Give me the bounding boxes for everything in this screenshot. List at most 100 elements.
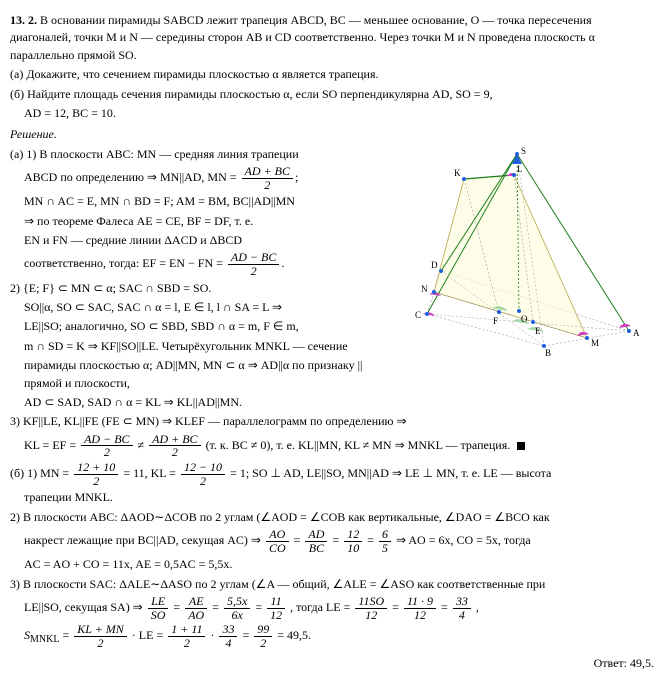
problem-b: (б) Найдите площадь сечения пирамиды пло… — [10, 86, 654, 103]
den: 12 — [404, 609, 436, 622]
b2-l3: AC = AO + CO = 11x, AE = 0,5AC = 5,5x. — [24, 556, 654, 573]
frac: 5,5x6x — [222, 595, 252, 621]
a3-l1: 3) KF||LE, KL||FE (FE ⊂ MN) ⇒ KLEF — пар… — [10, 413, 654, 430]
svg-text:M: M — [591, 338, 599, 348]
txt: , тогда LE = — [290, 600, 353, 614]
den: 2 — [74, 475, 118, 488]
frac: AOCO — [264, 528, 291, 554]
frac: KL + MN2 — [72, 623, 129, 649]
svg-text:A: A — [633, 328, 640, 338]
den: 5 — [379, 542, 391, 555]
txt: = — [332, 533, 342, 547]
den: 2 — [254, 637, 272, 650]
problem-a: (а) Докажите, что сечением пирамиды плос… — [10, 66, 654, 83]
txt: = — [367, 533, 377, 547]
answer: Ответ: 49,5. — [10, 655, 654, 672]
solution-header: Решение. — [10, 126, 654, 143]
problem-statement: 13. 2. В основании пирамиды SABCD лежит … — [10, 12, 654, 64]
txt: = 49,5. — [277, 628, 311, 642]
txt: (б) 1) MN = — [10, 466, 72, 480]
frac: AD − BC2 — [226, 251, 281, 277]
den: 2 — [181, 475, 225, 488]
b4: SMNKL = KL + MN2 · LE = 1 + 112 · 334 = … — [24, 623, 654, 649]
txt: = 1; SO ⊥ AD, LE||SO, MN||AD ⇒ LE ⊥ MN, … — [230, 466, 551, 480]
den: 4 — [219, 637, 237, 650]
frac: 1112 — [265, 595, 287, 621]
den: 12 — [355, 609, 387, 622]
num: 11SO — [355, 595, 387, 609]
den: 2 — [242, 179, 293, 192]
txt: , — [476, 600, 479, 614]
txt: LE||SO, секущая SA) ⇒ — [24, 600, 146, 614]
num: AD + BC — [149, 433, 200, 447]
sub: MNKL — [30, 634, 59, 645]
frac: 1 + 112 — [166, 623, 207, 649]
num: AE — [185, 595, 207, 609]
den: 6x — [224, 609, 250, 622]
b2-l1: 2) В плоскости ABC: ΔAOD∼ΔCOB по 2 углам… — [10, 509, 654, 526]
num: AD − BC — [81, 433, 132, 447]
num: AD — [305, 528, 327, 542]
problem-text: В основании пирамиды SABCD лежит трапеци… — [10, 13, 595, 62]
frac: ADBC — [303, 528, 329, 554]
frac: 11 · 912 — [402, 595, 438, 621]
a3-l2: KL = EF = AD − BC2 ≠ AD + BC2 (т. к. BC … — [24, 433, 654, 459]
qed-icon — [517, 442, 525, 450]
svg-text:L: L — [517, 164, 523, 174]
txt: ABCD по определению ⇒ MN||AD, MN = — [24, 170, 240, 184]
frac: 334 — [451, 595, 473, 621]
svg-text:F: F — [493, 316, 498, 326]
num: 11 — [267, 595, 285, 609]
num: 12 + 10 — [74, 461, 118, 475]
txt: KL = EF = — [24, 438, 79, 452]
txt: · LE = — [132, 628, 166, 642]
txt: соответственно, тогда: EF = EN − FN = — [24, 256, 226, 270]
num: AD + BC — [242, 165, 293, 179]
num: 12 — [344, 528, 362, 542]
txt: = — [441, 600, 451, 614]
den: 2 — [81, 446, 132, 459]
frac: 11SO12 — [353, 595, 389, 621]
svg-text:S: S — [521, 146, 526, 156]
den: CO — [266, 542, 289, 555]
b3-l1: 3) В плоскости SAC: ΔALE∼ΔASO по 2 углам… — [10, 576, 654, 593]
den: 2 — [168, 637, 205, 650]
frac: 12 − 102 — [179, 461, 227, 487]
den: 2 — [228, 265, 279, 278]
frac: AD + BC2 — [240, 165, 295, 191]
txt: = — [173, 600, 183, 614]
frac: AD + BC2 — [147, 433, 202, 459]
den: 12 — [267, 609, 285, 622]
frac: 65 — [377, 528, 393, 554]
den: AO — [185, 609, 207, 622]
frac: 1210 — [342, 528, 364, 554]
svg-text:D: D — [431, 260, 438, 270]
txt: = — [255, 600, 265, 614]
num: AD − BC — [228, 251, 279, 265]
problem-b2: AD = 12, BC = 10. — [24, 105, 654, 122]
txt: · — [210, 628, 217, 642]
num: 11 · 9 — [404, 595, 436, 609]
num: 99 — [254, 623, 272, 637]
num: 6 — [379, 528, 391, 542]
txt: ≠ — [138, 438, 148, 452]
den: SO — [148, 609, 169, 622]
den: 2 — [74, 637, 127, 650]
svg-text:O: O — [521, 314, 528, 324]
den: BC — [305, 542, 327, 555]
a2-l6: AD ⊂ SAD, SAD ∩ α = KL ⇒ KL||AD||MN. — [24, 394, 654, 411]
num: LE — [148, 595, 169, 609]
txt: = 11, KL = — [123, 466, 179, 480]
txt: = — [392, 600, 402, 614]
txt: = — [62, 628, 72, 642]
den: 2 — [149, 446, 200, 459]
num: 33 — [219, 623, 237, 637]
frac: 334 — [217, 623, 239, 649]
svg-text:C: C — [415, 310, 421, 320]
txt: ⇒ AO = 6x, CO = 5x, тогда — [396, 533, 531, 547]
num: 33 — [453, 595, 471, 609]
b1: (б) 1) MN = 12 + 102 = 11, KL = 12 − 102… — [10, 461, 654, 487]
frac: LESO — [146, 595, 171, 621]
frac: AD − BC2 — [79, 433, 134, 459]
pyramid-figure: S A B C D O M N L K E F — [399, 146, 654, 376]
